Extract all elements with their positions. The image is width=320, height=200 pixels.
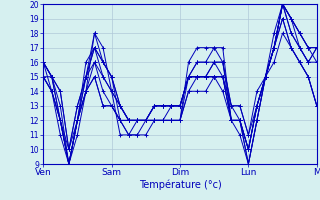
X-axis label: Température (°c): Température (°c) <box>139 180 221 190</box>
